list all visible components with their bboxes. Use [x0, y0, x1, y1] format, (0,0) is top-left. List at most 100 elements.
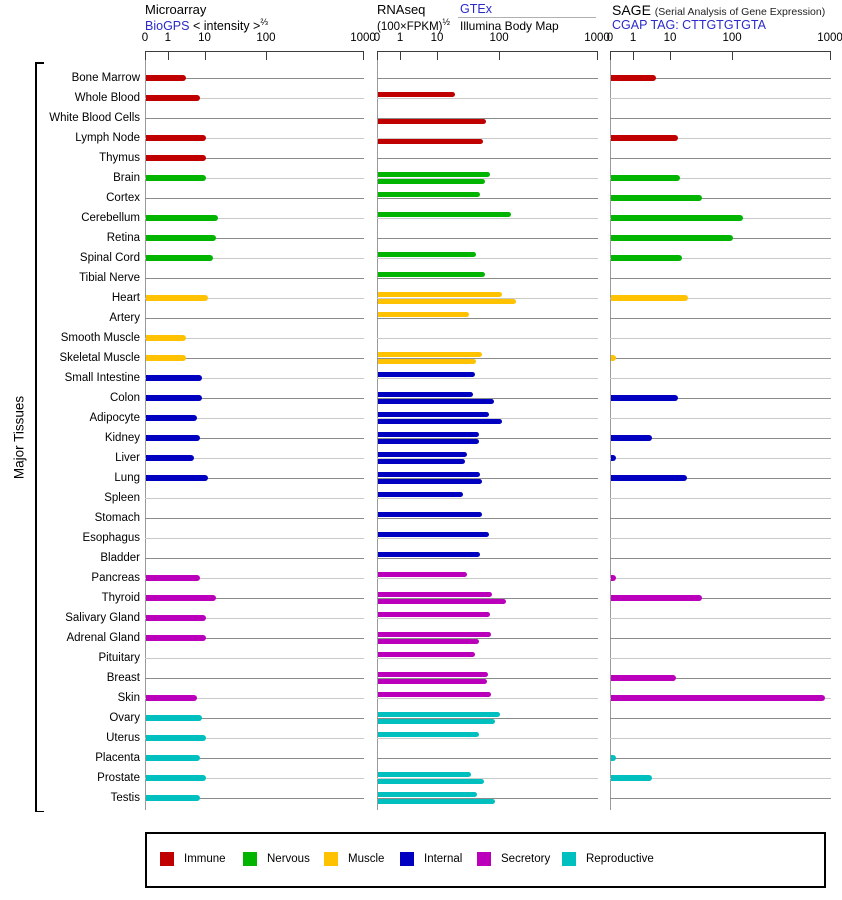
rnaseq-subtitle: (100×FPKM)½ — [377, 17, 450, 33]
row-line — [145, 298, 364, 299]
bar-microarray — [146, 75, 187, 81]
tissue-label: Thymus — [99, 152, 140, 164]
axis-tick-label: 1 — [396, 32, 404, 44]
bar-microarray — [146, 615, 206, 621]
row-line — [145, 278, 364, 279]
bar-rnaseq-gtex — [378, 212, 512, 217]
bar-rnaseq-gtex — [378, 512, 483, 517]
rnaseq-exponent: ½ — [442, 17, 451, 27]
bar-rnaseq-gtex — [378, 372, 475, 377]
row-line — [610, 518, 831, 519]
row-line — [145, 518, 364, 519]
row-line — [145, 738, 364, 739]
tissue-label: Small Intestine — [64, 372, 140, 384]
bar-sage — [611, 235, 734, 241]
row-line — [610, 678, 831, 679]
bar-rnaseq-gtex — [378, 472, 480, 477]
bar-microarray — [146, 335, 187, 341]
row-line — [610, 598, 831, 599]
row-line — [145, 258, 364, 259]
row-line — [377, 178, 598, 179]
bar-rnaseq-illumina — [378, 359, 477, 364]
biogps-link[interactable]: BioGPS — [145, 19, 190, 34]
row-line — [377, 578, 598, 579]
bar-microarray — [146, 795, 200, 801]
tissue-label: Colon — [109, 392, 140, 404]
row-line — [145, 778, 364, 779]
row-line — [377, 678, 598, 679]
row-line — [145, 678, 364, 679]
gtex-underline — [458, 17, 596, 18]
bar-rnaseq-gtex — [378, 352, 482, 357]
tissue-label: Ovary — [109, 712, 140, 724]
bar-microarray — [146, 355, 187, 361]
cgap-tag-link[interactable]: CGAP TAG: CTTGTGTGTA — [612, 18, 766, 32]
bar-rnaseq-illumina — [378, 179, 485, 184]
axis-tick — [610, 51, 611, 60]
bar-sage — [611, 695, 826, 701]
row-line — [377, 598, 598, 599]
legend-item-immune: Immune — [160, 852, 226, 866]
row-line — [377, 638, 598, 639]
axis-tick-label: 10 — [198, 32, 211, 44]
axis-tick-label: 1000 — [350, 32, 376, 44]
bar-microarray — [146, 715, 202, 721]
bar-microarray — [146, 575, 200, 581]
axis-tick-label: 100 — [489, 32, 509, 44]
bar-sage — [611, 295, 689, 301]
bar-sage — [611, 595, 703, 601]
bar-rnaseq-illumina — [378, 779, 484, 784]
row-line — [145, 358, 364, 359]
bar-rnaseq-gtex — [378, 532, 489, 537]
row-line — [377, 398, 598, 399]
bar-sage — [611, 475, 687, 481]
bar-sage — [611, 755, 616, 761]
axis-tick-label: 1 — [164, 32, 172, 44]
bar-rnaseq-illumina — [378, 719, 496, 724]
tissue-label: Placenta — [95, 752, 140, 764]
microarray-subtitle: BioGPS < intensity >⅔ — [145, 17, 268, 33]
row-line — [610, 658, 831, 659]
row-line — [610, 298, 831, 299]
tissue-bracket-bottom-cap — [35, 810, 44, 812]
row-line — [377, 558, 598, 559]
row-line — [377, 618, 598, 619]
row-line — [610, 718, 831, 719]
tissue-label: Lung — [114, 472, 140, 484]
row-line — [145, 398, 364, 399]
axis-tick-label: 100 — [722, 32, 742, 44]
bar-sage — [611, 195, 703, 201]
row-line — [610, 738, 831, 739]
row-line — [377, 718, 598, 719]
row-line — [145, 138, 364, 139]
rnaseq-transform-label: (100×FPKM) — [377, 20, 443, 33]
illumina-body-map-label: Illumina Body Map — [460, 19, 559, 33]
bar-microarray — [146, 95, 200, 101]
axis-tick — [633, 51, 635, 60]
bar-rnaseq-gtex — [378, 792, 477, 797]
row-line — [610, 318, 831, 319]
row-line — [377, 158, 598, 159]
gtex-link[interactable]: GTEx — [460, 2, 492, 16]
bar-rnaseq-gtex — [378, 192, 480, 197]
row-line — [145, 618, 364, 619]
axis-tick — [145, 51, 146, 60]
axis-tick-label: 0 — [373, 32, 381, 44]
row-line — [610, 338, 831, 339]
row-line — [145, 98, 364, 99]
row-line — [377, 798, 598, 799]
bar-rnaseq-illumina — [378, 639, 479, 644]
bar-rnaseq-illumina — [378, 479, 482, 484]
legend-swatch-secretory — [477, 852, 491, 866]
row-line — [610, 118, 831, 119]
axis-line — [377, 51, 598, 52]
bar-rnaseq-illumina — [378, 439, 479, 444]
tissue-label: Bone Marrow — [71, 72, 140, 84]
row-line — [377, 278, 598, 279]
tissue-label: Heart — [111, 292, 140, 304]
bar-microarray — [146, 755, 200, 761]
row-line — [145, 638, 364, 639]
bar-microarray — [146, 435, 200, 441]
panel-left-edge — [610, 51, 611, 810]
y-axis-label: Major Tissues — [11, 395, 27, 480]
